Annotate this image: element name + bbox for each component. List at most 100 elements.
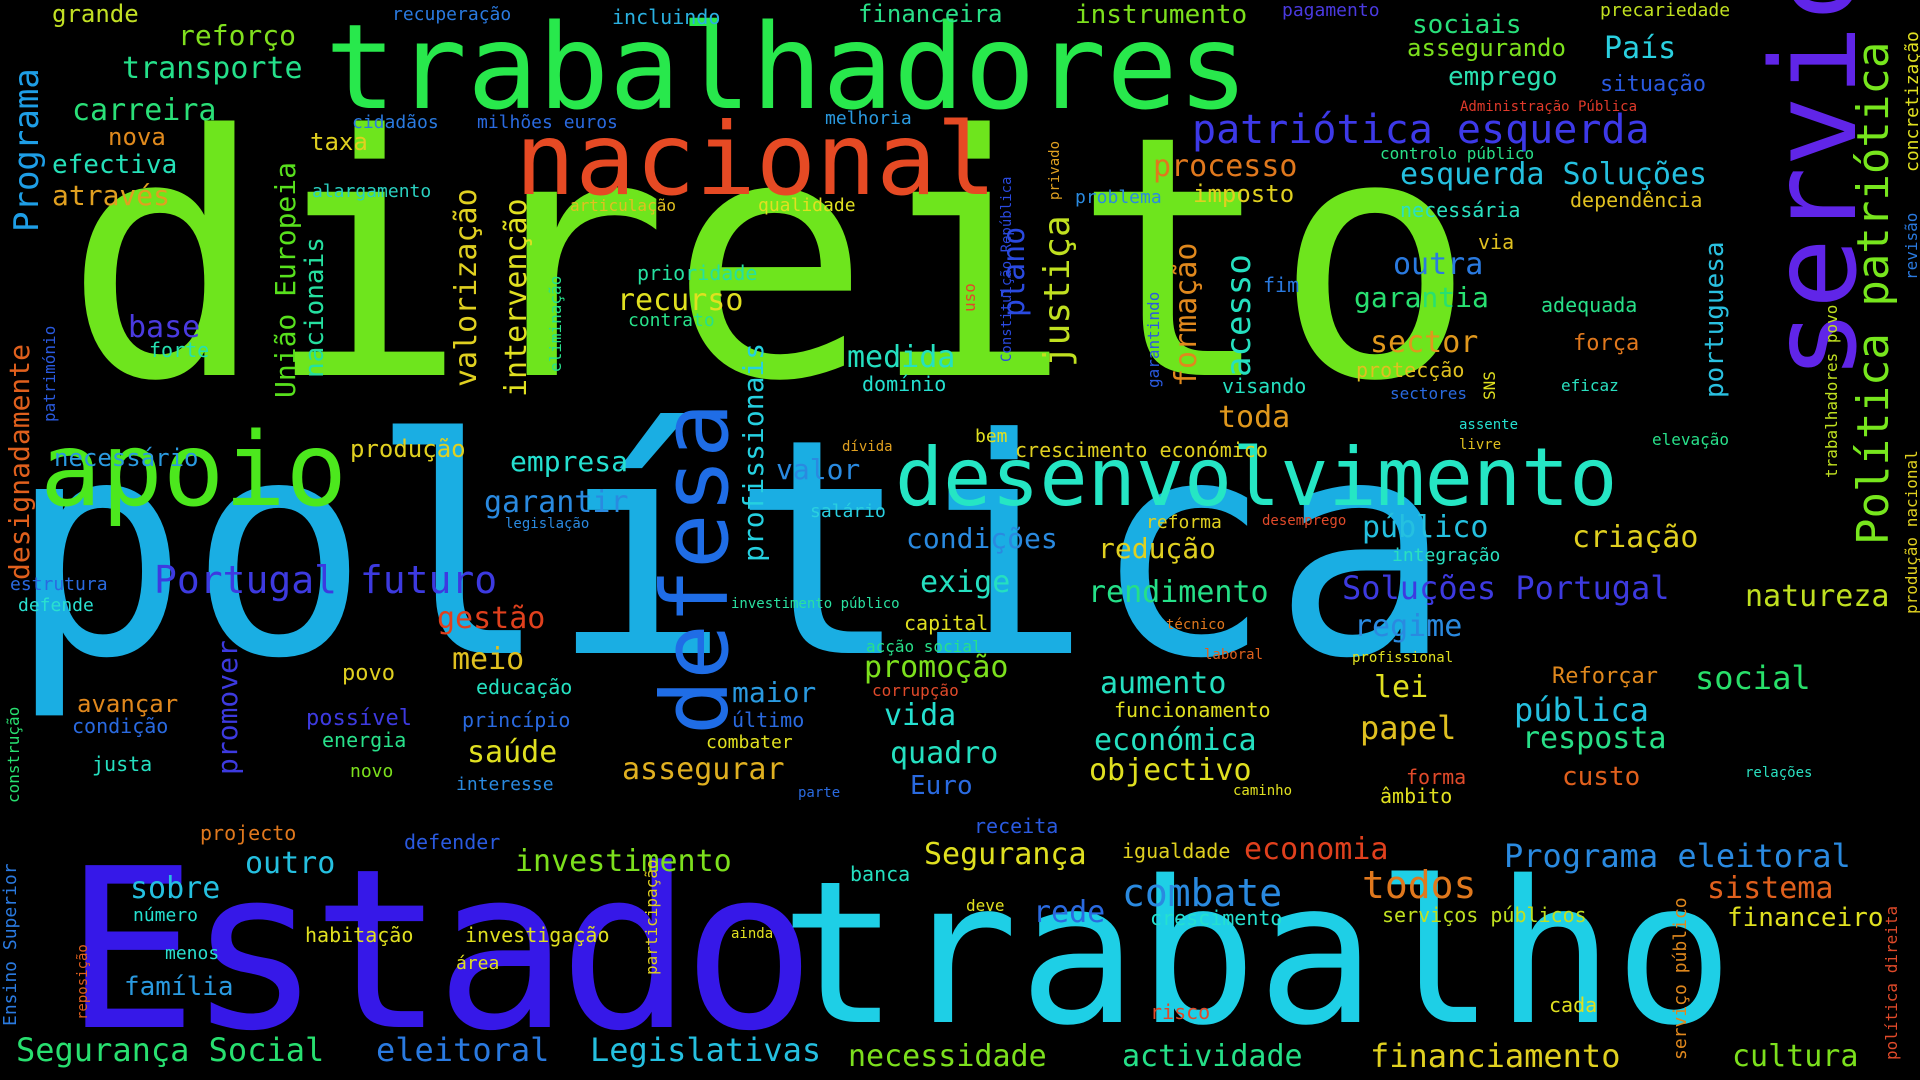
word-transporte: transporte bbox=[122, 51, 303, 86]
word-apoio: apoio bbox=[40, 411, 348, 530]
word-eficaz: eficaz bbox=[1561, 376, 1619, 395]
word-sociais: sociais bbox=[1412, 10, 1522, 40]
word-profissionais: profissionais bbox=[737, 342, 770, 562]
word-profissional: profissional bbox=[1352, 650, 1454, 666]
word-trabalho: trabalho bbox=[780, 838, 1734, 1069]
word-dependencia: dependência bbox=[1570, 188, 1703, 212]
word-divida: dívida bbox=[842, 439, 893, 455]
word-todos: todos bbox=[1362, 863, 1477, 907]
word-custo: custo bbox=[1562, 762, 1641, 792]
word-adequada: adequada bbox=[1541, 293, 1638, 317]
word-nacional: nacional bbox=[515, 101, 997, 218]
word-euro: Euro bbox=[910, 771, 973, 801]
word-sns: SNS bbox=[1480, 371, 1499, 400]
word-medida: medida bbox=[847, 340, 956, 375]
word-publica: pública bbox=[1514, 691, 1649, 729]
word-legislacao: legislação bbox=[505, 516, 590, 532]
word-parte: parte bbox=[798, 785, 841, 801]
word-portuguesa: portuguesa bbox=[1700, 241, 1730, 398]
word-servicos-publicos: serviços públicos bbox=[1382, 903, 1587, 927]
word-garantindo: garantindo bbox=[1144, 291, 1163, 388]
word-intervencao: intervenção bbox=[499, 198, 534, 397]
word-outro: outro bbox=[245, 846, 336, 881]
word-tecnico: técnico bbox=[1166, 617, 1226, 633]
word-desenvolvimento: desenvolvimento bbox=[895, 431, 1618, 524]
word-interesse: interesse bbox=[456, 774, 554, 795]
word-necessario: necessário bbox=[54, 444, 199, 472]
word-familia: família bbox=[124, 972, 234, 1002]
word-solucoes-portugal: Soluções Portugal bbox=[1342, 569, 1670, 607]
word-participacao: participação bbox=[642, 859, 661, 975]
word-revisao: revisão bbox=[1902, 212, 1920, 280]
word-seguranca: Segurança bbox=[924, 837, 1087, 872]
word-actividade: actividade bbox=[1122, 1039, 1303, 1074]
word-sectores: sectores bbox=[1390, 384, 1468, 403]
word-resposta: resposta bbox=[1522, 721, 1667, 756]
word-papel: papel bbox=[1360, 709, 1457, 747]
word-igualdade: igualdade bbox=[1122, 839, 1231, 863]
word-combate: combate bbox=[1122, 871, 1283, 915]
word-situacao: situação bbox=[1600, 72, 1706, 97]
word-programa-eleitoral: Programa eleitoral bbox=[1504, 837, 1851, 875]
word-crescimento-economico: crescimento económico bbox=[1015, 438, 1268, 462]
word-base: base bbox=[128, 310, 201, 345]
word-corrupcao: corrupção bbox=[872, 681, 959, 700]
word-funcionamento: funcionamento bbox=[1114, 698, 1271, 722]
word-seguranca-social: Segurança Social bbox=[16, 1031, 325, 1069]
word-problema: problema bbox=[1075, 187, 1162, 208]
word-educacao: educação bbox=[476, 675, 573, 699]
word-toda: toda bbox=[1218, 400, 1291, 435]
word-salario: salário bbox=[810, 501, 886, 522]
word-energia: energia bbox=[322, 728, 407, 752]
word-ensino-superior: Ensino Superior bbox=[0, 863, 21, 1026]
word-ultimo: último bbox=[732, 708, 805, 732]
word-construcao: construção bbox=[4, 706, 23, 803]
word-eliminacao: eliminação bbox=[546, 275, 565, 372]
word-investimento: investimento bbox=[515, 844, 732, 879]
word-ambito: âmbito bbox=[1380, 784, 1453, 808]
word-reducao: redução bbox=[1098, 532, 1217, 565]
word-principio: princípio bbox=[462, 708, 571, 732]
word-valorizacao: valorização bbox=[449, 188, 484, 387]
word-desemprego: desemprego bbox=[1262, 513, 1347, 529]
word-melhoria: melhoria bbox=[825, 108, 912, 129]
word-garantia: garantia bbox=[1354, 281, 1489, 314]
word-novo: novo bbox=[350, 761, 394, 782]
word-laboral: laboral bbox=[1204, 647, 1264, 663]
word-alargamento: alargamento bbox=[312, 181, 432, 202]
word-combater: combater bbox=[706, 732, 793, 753]
word-rede: rede bbox=[1033, 895, 1106, 930]
word-reposicao: reposição bbox=[75, 944, 91, 1020]
word-elevacao: elevação bbox=[1652, 430, 1730, 449]
word-accao-social: acção social bbox=[866, 637, 982, 656]
word-pagamento: pagamento bbox=[1282, 0, 1380, 21]
word-reforma: reforma bbox=[1146, 512, 1222, 533]
word-area: área bbox=[456, 953, 500, 974]
word-financeiro: financeiro bbox=[1727, 903, 1884, 933]
word-valor: valor bbox=[776, 453, 861, 486]
word-livre: livre bbox=[1459, 437, 1502, 453]
word-justa: justa bbox=[92, 752, 153, 776]
word-caminho: caminho bbox=[1233, 783, 1293, 799]
word-bem: bem bbox=[975, 426, 1008, 447]
word-reforcar: Reforçar bbox=[1552, 664, 1658, 689]
word-assente: assente bbox=[1459, 417, 1519, 433]
word-publico: público bbox=[1362, 510, 1489, 545]
word-investigacao: investigação bbox=[465, 923, 610, 947]
word-necessidade: necessidade bbox=[848, 1039, 1047, 1074]
word-receita: receita bbox=[974, 814, 1059, 838]
word-possivel: possível bbox=[306, 706, 412, 731]
word-atraves: através bbox=[52, 179, 171, 212]
word-assegurando: assegurando bbox=[1407, 34, 1566, 62]
word-producao: produção bbox=[350, 435, 466, 463]
word-investimento-publico: investimento público bbox=[731, 596, 900, 612]
word-grande: grande bbox=[52, 0, 139, 28]
word-controlo-publico: controlo público bbox=[1380, 144, 1535, 163]
word-quadro: quadro bbox=[890, 736, 999, 771]
word-sistema: sistema bbox=[1707, 871, 1834, 906]
word-trabalhadores-povo: trabalhadores povo bbox=[1822, 304, 1841, 478]
word-reforco: reforço bbox=[178, 19, 297, 52]
word-fim: fim bbox=[1263, 273, 1300, 297]
word-povo: povo bbox=[342, 661, 395, 686]
word-instrumento: instrumento bbox=[1075, 0, 1248, 30]
